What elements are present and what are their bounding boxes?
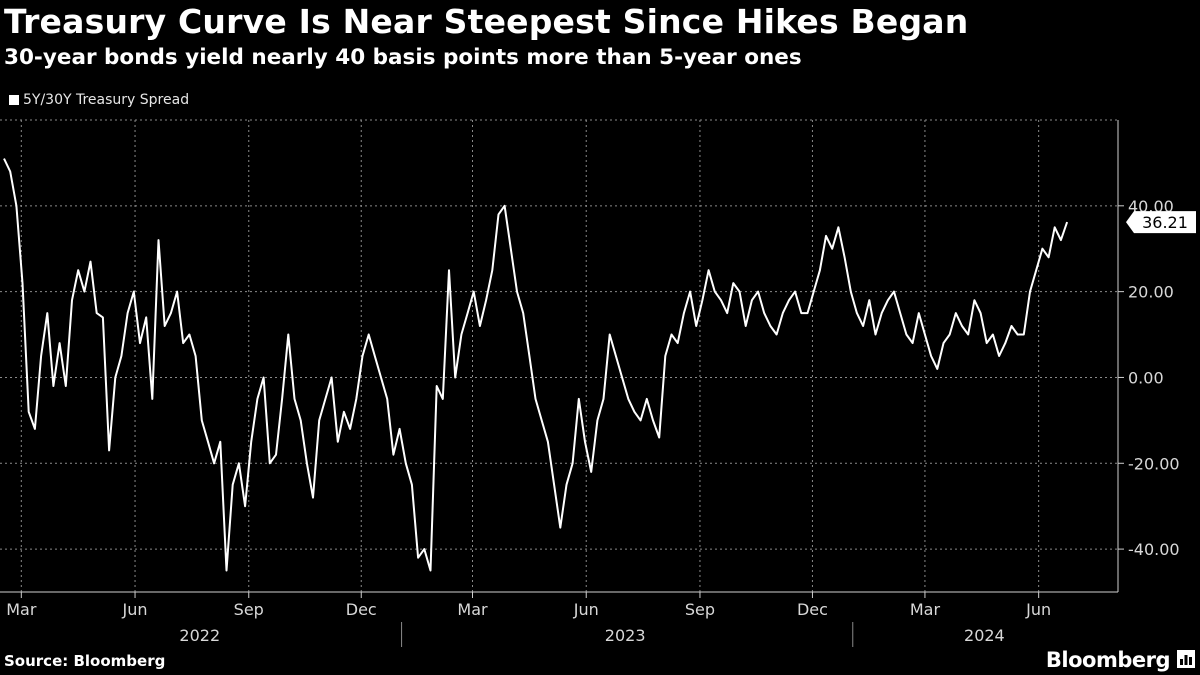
last-value-label: 36.21 bbox=[1142, 213, 1188, 232]
y-tick-label: -20.00 bbox=[1128, 454, 1180, 473]
legend-swatch bbox=[9, 95, 19, 105]
y-tick-label: -40.00 bbox=[1128, 540, 1180, 559]
bloomberg-logo: Bloomberg bbox=[1045, 648, 1171, 672]
bloomberg-bars-icon bbox=[1177, 650, 1195, 668]
x-year-label: 2024 bbox=[964, 626, 1005, 645]
last-value-callout bbox=[1126, 211, 1196, 234]
y-tick-label: 40.00 bbox=[1128, 197, 1174, 216]
y-tick-label: 20.00 bbox=[1128, 283, 1174, 302]
chart-title: Treasury Curve Is Near Steepest Since Hi… bbox=[4, 2, 969, 41]
y-tick-label: 0.00 bbox=[1128, 368, 1164, 387]
x-year-label: 2022 bbox=[179, 626, 220, 645]
x-tick-label: Jun bbox=[573, 600, 599, 619]
legend-label: 5Y/30Y Treasury Spread bbox=[23, 92, 190, 108]
x-tick-label: Dec bbox=[346, 600, 377, 619]
x-year-label: 2023 bbox=[605, 626, 646, 645]
x-tick-label: Mar bbox=[910, 600, 941, 619]
source-label: Source: Bloomberg bbox=[4, 652, 166, 670]
x-tick-label: Sep bbox=[685, 600, 715, 619]
x-tick-label: Mar bbox=[6, 600, 37, 619]
x-tick-label: Jun bbox=[122, 600, 148, 619]
x-tick-label: Mar bbox=[457, 600, 488, 619]
x-tick-label: Jun bbox=[1025, 600, 1051, 619]
x-tick-label: Sep bbox=[234, 600, 264, 619]
x-tick-label: Dec bbox=[797, 600, 828, 619]
chart-subtitle: 30-year bonds yield nearly 40 basis poin… bbox=[4, 45, 802, 70]
series-line bbox=[3, 158, 1069, 572]
chart-legend: 5Y/30Y Treasury Spread bbox=[9, 92, 189, 108]
